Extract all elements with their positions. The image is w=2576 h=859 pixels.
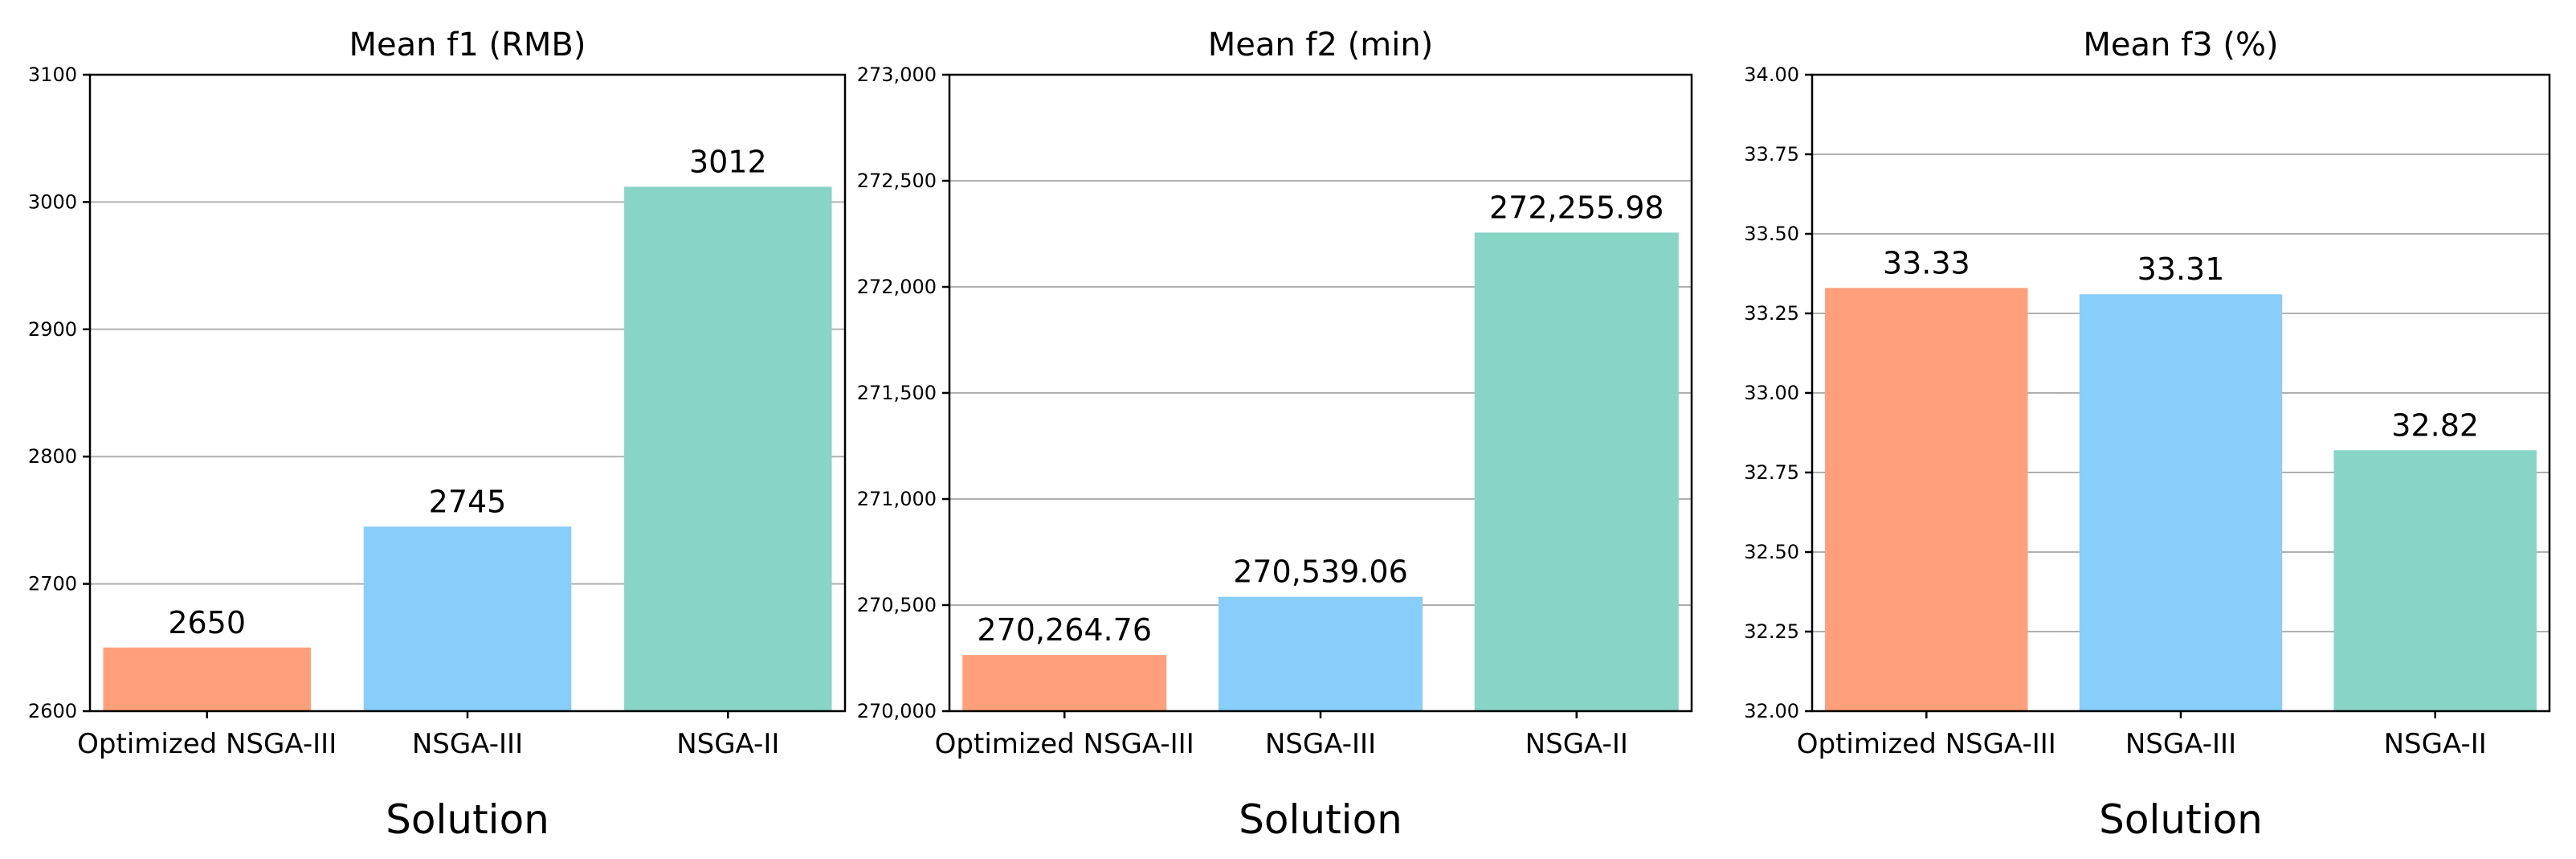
chart-title: Mean f2 (min) xyxy=(1208,27,1434,63)
x-tick-label: NSGA-II xyxy=(676,728,779,760)
y-tick-label: 271,500 xyxy=(857,382,937,404)
y-tick-label: 33.75 xyxy=(1744,143,1799,166)
y-tick-label: 270,000 xyxy=(857,700,937,722)
bar-nsga-iii xyxy=(1218,596,1423,711)
y-tick-label: 270,500 xyxy=(857,594,937,616)
x-axis-label: Solution xyxy=(386,796,549,843)
plot-frame xyxy=(1811,73,2551,713)
y-tick-label: 33.00 xyxy=(1744,382,1799,404)
bar-optimized-nsga-iii xyxy=(1825,288,2028,711)
y-tick-label: 2600 xyxy=(28,700,77,722)
chart-panel-1: 2650 Optimized NSGA-III 2745 NSGA-III 3012 NS… xyxy=(28,27,847,843)
bar-optimized-nsga-iii xyxy=(103,647,311,711)
bar-optimized-nsga-iii xyxy=(962,655,1167,711)
y-tick-label: 271,000 xyxy=(857,488,937,510)
y-tick-label: 3100 xyxy=(28,63,77,86)
y-tick-label: 32.00 xyxy=(1744,700,1799,722)
bar-nsga-iii xyxy=(2079,294,2283,711)
data-label: 32.82 xyxy=(2391,407,2479,443)
plot-frame xyxy=(948,73,1693,713)
data-label: 33.33 xyxy=(1883,245,1970,280)
data-label: 270,539.06 xyxy=(1233,554,1408,590)
bar-nsga-iii xyxy=(363,526,572,711)
y-tick-label: 272,000 xyxy=(857,276,937,298)
bar-nsga-ii xyxy=(2333,450,2537,711)
y-tick-label: 2900 xyxy=(28,318,77,341)
x-tick-label: NSGA-II xyxy=(2384,728,2487,760)
x-tick-label: NSGA-II xyxy=(1525,728,1628,760)
data-label: 2745 xyxy=(429,484,507,519)
chart-panel-3: 33.33 Optimized NSGA-III 33.31 NSGA-III 32.8… xyxy=(1744,27,2551,843)
y-tick-label: 33.25 xyxy=(1744,302,1799,325)
bar-nsga-ii xyxy=(1474,232,1679,712)
y-tick-label: 2800 xyxy=(28,445,77,468)
y-tick-label: 272,500 xyxy=(857,170,937,192)
data-label: 33.31 xyxy=(2137,252,2225,287)
x-tick-label: NSGA-III xyxy=(412,728,523,760)
data-label: 270,264.76 xyxy=(977,612,1152,648)
y-tick-label: 34.00 xyxy=(1744,63,1799,86)
plot-frame xyxy=(88,73,847,713)
y-tick-label: 2700 xyxy=(28,573,77,595)
x-axis-label: Solution xyxy=(1239,796,1402,843)
x-tick-label: NSGA-III xyxy=(2125,728,2236,760)
data-label: 2650 xyxy=(168,605,246,640)
x-tick-label: Optimized NSGA-III xyxy=(1797,728,2056,760)
data-label: 3012 xyxy=(689,144,767,179)
x-tick-label: Optimized NSGA-III xyxy=(77,728,337,760)
data-label: 272,255.98 xyxy=(1489,190,1664,225)
x-tick-label: NSGA-III xyxy=(1265,728,1376,760)
y-tick-label: 33.50 xyxy=(1744,223,1799,245)
chart-title: Mean f1 (RMB) xyxy=(349,27,586,63)
x-axis-label: Solution xyxy=(2099,796,2263,843)
y-tick-label: 273,000 xyxy=(857,63,937,86)
chart-panel-2: 270,264.76 Optimized NSGA-III 270,539.06 NS… xyxy=(857,27,1693,843)
bar-nsga-ii xyxy=(624,186,832,712)
y-tick-label: 3000 xyxy=(28,190,77,213)
y-tick-label: 32.75 xyxy=(1744,461,1799,484)
x-tick-label: Optimized NSGA-III xyxy=(935,728,1194,760)
y-tick-label: 32.50 xyxy=(1744,541,1799,563)
y-tick-label: 32.25 xyxy=(1744,620,1799,643)
chart-title: Mean f3 (%) xyxy=(2083,27,2278,63)
